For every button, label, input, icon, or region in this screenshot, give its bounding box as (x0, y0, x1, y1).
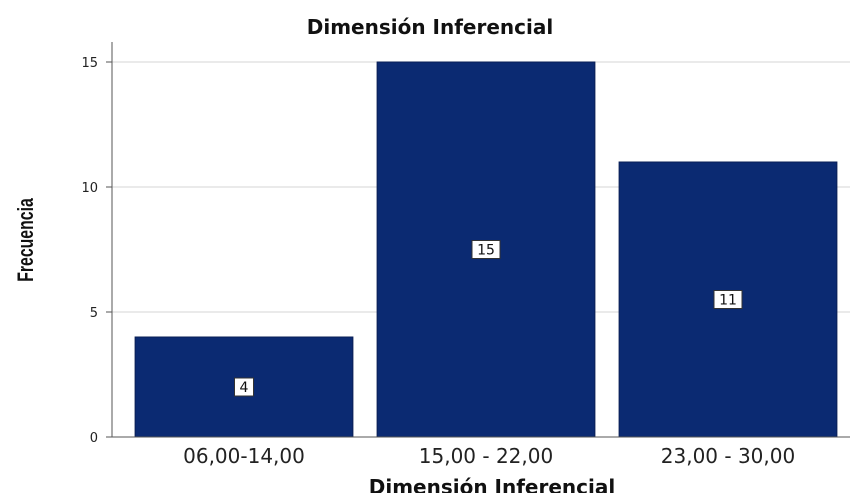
x-axis-label: Dimensión Inferencial (369, 475, 615, 493)
data-label-box (234, 377, 254, 397)
x-category-labels: 06,00-14,00 15,00 - 22,00 23,00 - 30,00 (183, 444, 795, 468)
data-label-box (471, 240, 501, 259)
data-label: 15 (477, 243, 495, 259)
y-tick-label: 0 (90, 431, 98, 446)
y-tick-label: 10 (81, 181, 98, 196)
x-category-label: 23,00 - 30,00 (661, 444, 795, 468)
x-category-label: 15,00 - 22,00 (419, 444, 553, 468)
y-tick-label: 5 (90, 306, 98, 321)
y-tick-label: 15 (81, 56, 98, 71)
data-label: 11 (719, 293, 737, 309)
data-labels: 4 15 11 (234, 240, 743, 397)
data-label-box (713, 290, 743, 309)
y-tick-labels: 0 5 10 15 (81, 56, 112, 446)
y-axis-label: Frecuencia (15, 198, 39, 282)
chart-title: Dimensión Inferencial (307, 15, 553, 39)
data-label: 4 (240, 380, 249, 396)
x-category-label: 06,00-14,00 (183, 444, 305, 468)
